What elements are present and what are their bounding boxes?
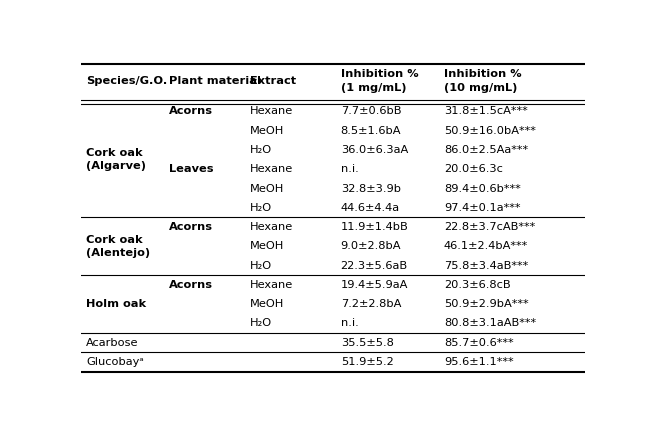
Text: MeOH: MeOH <box>250 184 285 193</box>
Text: H₂O: H₂O <box>250 203 272 213</box>
Text: Inhibition %
(1 mg/mL): Inhibition % (1 mg/mL) <box>341 69 419 93</box>
Text: 80.8±3.1aAB***: 80.8±3.1aAB*** <box>444 318 536 329</box>
Text: Acorns: Acorns <box>170 222 213 232</box>
Text: 75.8±3.4aB***: 75.8±3.4aB*** <box>444 261 528 271</box>
Text: Species/G.O.: Species/G.O. <box>86 76 168 86</box>
Text: 32.8±3.9b: 32.8±3.9b <box>341 184 400 193</box>
Text: Leaves: Leaves <box>170 164 214 174</box>
Text: 11.9±1.4bB: 11.9±1.4bB <box>341 222 408 232</box>
Text: Cork oak
(Algarve): Cork oak (Algarve) <box>86 148 146 171</box>
Text: MeOH: MeOH <box>250 299 285 309</box>
Text: Holm oak: Holm oak <box>86 299 146 309</box>
Text: 7.7±0.6bB: 7.7±0.6bB <box>341 106 401 116</box>
Text: H₂O: H₂O <box>250 145 272 155</box>
Text: 20.0±6.3c: 20.0±6.3c <box>444 164 503 174</box>
Text: 46.1±2.4bA***: 46.1±2.4bA*** <box>444 241 528 251</box>
Text: Hexane: Hexane <box>250 222 293 232</box>
Text: 22.8±3.7cAB***: 22.8±3.7cAB*** <box>444 222 535 232</box>
Text: 7.2±2.8bA: 7.2±2.8bA <box>341 299 401 309</box>
Text: Acorns: Acorns <box>170 280 213 290</box>
Text: n.i.: n.i. <box>341 164 358 174</box>
Text: 50.9±2.9bA***: 50.9±2.9bA*** <box>444 299 528 309</box>
Text: Plant material: Plant material <box>170 76 261 86</box>
Text: 95.6±1.1***: 95.6±1.1*** <box>444 357 514 367</box>
Text: 51.9±5.2: 51.9±5.2 <box>341 357 393 367</box>
Text: H₂O: H₂O <box>250 318 272 329</box>
Text: 35.5±5.8: 35.5±5.8 <box>341 338 393 348</box>
Text: MeOH: MeOH <box>250 126 285 136</box>
Text: Hexane: Hexane <box>250 164 293 174</box>
Text: Extract: Extract <box>250 76 296 86</box>
Text: Hexane: Hexane <box>250 280 293 290</box>
Text: 44.6±4.4a: 44.6±4.4a <box>341 203 400 213</box>
Text: 9.0±2.8bA: 9.0±2.8bA <box>341 241 401 251</box>
Text: 31.8±1.5cA***: 31.8±1.5cA*** <box>444 106 528 116</box>
Text: Glucobayᵃ: Glucobayᵃ <box>86 357 144 367</box>
Text: 85.7±0.6***: 85.7±0.6*** <box>444 338 514 348</box>
Text: Inhibition %
(10 mg/mL): Inhibition % (10 mg/mL) <box>444 69 521 93</box>
Text: n.i.: n.i. <box>341 318 358 329</box>
Text: H₂O: H₂O <box>250 261 272 271</box>
Text: 97.4±0.1a***: 97.4±0.1a*** <box>444 203 521 213</box>
Text: MeOH: MeOH <box>250 241 285 251</box>
Text: 50.9±16.0bA***: 50.9±16.0bA*** <box>444 126 536 136</box>
Text: 20.3±6.8cB: 20.3±6.8cB <box>444 280 511 290</box>
Text: 8.5±1.6bA: 8.5±1.6bA <box>341 126 401 136</box>
Text: Acorns: Acorns <box>170 106 213 116</box>
Text: 89.4±0.6b***: 89.4±0.6b*** <box>444 184 521 193</box>
Text: 36.0±6.3aA: 36.0±6.3aA <box>341 145 408 155</box>
Text: 22.3±5.6aB: 22.3±5.6aB <box>341 261 408 271</box>
Text: 19.4±5.9aA: 19.4±5.9aA <box>341 280 408 290</box>
Text: Cork oak
(Alentejo): Cork oak (Alentejo) <box>86 235 150 258</box>
Text: Acarbose: Acarbose <box>86 338 139 348</box>
Text: 86.0±2.5Aa***: 86.0±2.5Aa*** <box>444 145 528 155</box>
Text: Hexane: Hexane <box>250 106 293 116</box>
